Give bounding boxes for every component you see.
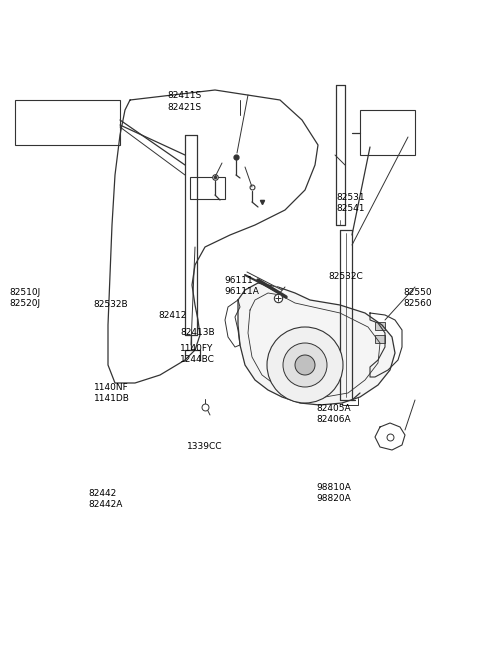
Bar [190,177,225,199]
Bar [360,110,415,155]
Text: 82550
82560: 82550 82560 [403,288,432,308]
Circle shape [295,355,315,375]
Text: 82405A
82406A: 82405A 82406A [317,404,351,424]
Text: 82510J
82520J: 82510J 82520J [10,288,41,308]
Circle shape [267,327,343,403]
Bar [342,393,358,405]
Text: 82531
82541: 82531 82541 [336,193,365,213]
Bar [375,335,385,343]
Circle shape [283,343,327,387]
Text: 98810A
98820A: 98810A 98820A [317,483,352,502]
Text: 1140NF
1141DB: 1140NF 1141DB [94,383,130,403]
Polygon shape [238,283,395,405]
Text: 82411S
82421S: 82411S 82421S [168,92,202,111]
Text: 82413B: 82413B [180,328,215,337]
Text: 96111
96111A: 96111 96111A [225,276,260,296]
Text: 82442
82442A: 82442 82442A [89,489,123,509]
Text: 82532B: 82532B [94,300,128,309]
Text: 1140FY
1244BC: 1140FY 1244BC [180,344,215,364]
Text: 82412: 82412 [158,311,187,320]
Bar [375,322,385,330]
Text: 82532C: 82532C [329,272,363,281]
Bar [15,100,120,145]
Text: 1339CC: 1339CC [187,442,223,451]
